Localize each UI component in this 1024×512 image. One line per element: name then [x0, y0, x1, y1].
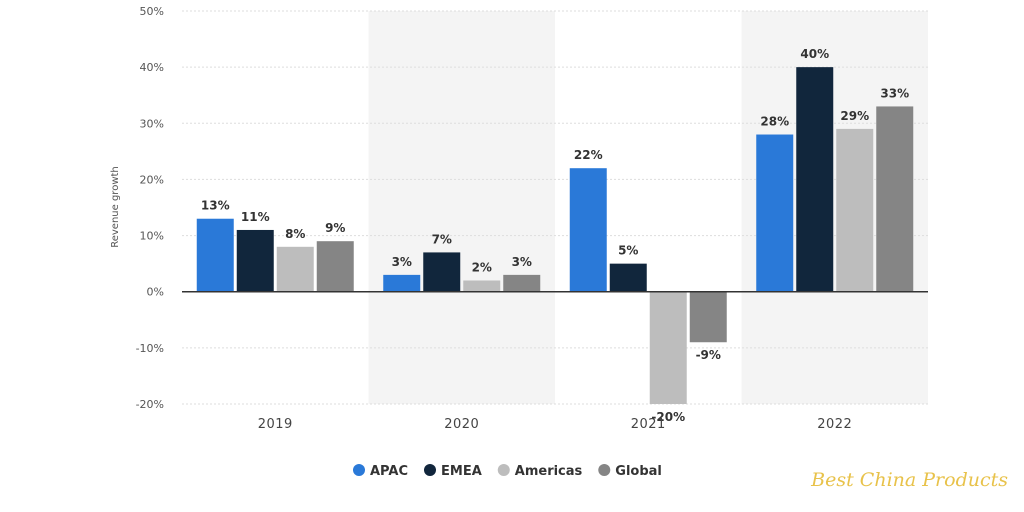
legend: APAC EMEA Americas Global [353, 464, 662, 479]
bar-emea-2019 [236, 229, 274, 292]
data-label: 33% [880, 86, 909, 100]
data-labels: 13% 11% 8% 9% 3% 7% 2% 3% 22% 5% -20% -9% 28% 40% 29% 3… [201, 47, 909, 424]
legend-marker-americas [497, 464, 510, 476]
data-label: 3% [512, 255, 532, 269]
y-axis: 50% 40% 30% 20% 10% 0% -10% -20% [136, 5, 164, 411]
bar-emea-2022 [796, 67, 834, 292]
x-tick-label: 2021 [631, 417, 666, 432]
bar-americas-2020 [463, 280, 501, 292]
bar-global-2019 [316, 241, 354, 292]
bar-emea-2021 [609, 263, 647, 292]
y-tick-label: 40% [140, 61, 164, 74]
bar-global-2020 [503, 274, 541, 292]
data-label: 7% [432, 232, 452, 246]
data-label: 11% [241, 210, 270, 224]
data-label: -9% [696, 348, 721, 362]
y-axis-label: Revenue growth [110, 166, 121, 248]
data-label: -20% [651, 410, 685, 424]
x-axis: 2019 2020 2021 2022 [258, 417, 852, 432]
y-tick-label: 50% [140, 5, 164, 18]
data-label: 8% [285, 227, 305, 241]
legend-label-americas: Americas [515, 464, 583, 479]
legend-label-apac: APAC [370, 464, 408, 479]
legend-label-emea: EMEA [441, 464, 482, 479]
legend-marker-global [598, 464, 611, 476]
bar-global-2021 [689, 291, 727, 343]
y-tick-label: -20% [136, 398, 164, 411]
bar-apac-2019 [196, 218, 234, 292]
x-tick-label: 2019 [258, 417, 293, 432]
bar-apac-2021 [569, 168, 607, 292]
data-label: 9% [325, 221, 345, 235]
bar-americas-2021 [649, 291, 687, 404]
bars [196, 67, 914, 404]
y-tick-label: -10% [136, 342, 164, 355]
bar-americas-2022 [836, 128, 874, 292]
x-tick-label: 2022 [817, 417, 852, 432]
bar-apac-2020 [383, 274, 421, 292]
bar-emea-2020 [423, 252, 461, 292]
data-label: 28% [760, 115, 789, 129]
y-tick-label: 0% [147, 286, 164, 299]
data-label: 29% [840, 109, 869, 123]
y-tick-label: 10% [140, 230, 164, 243]
legend-marker-apac [353, 464, 365, 476]
legend-label-global: Global [615, 464, 662, 479]
data-label: 22% [574, 148, 603, 162]
bar-apac-2022 [756, 134, 794, 292]
data-label: 13% [201, 199, 230, 213]
data-label: 5% [618, 244, 638, 258]
data-label: 40% [800, 47, 829, 61]
data-label: 2% [472, 260, 492, 274]
data-label: 3% [392, 255, 412, 269]
y-tick-label: 20% [140, 173, 164, 186]
legend-marker-emea [424, 464, 436, 476]
x-tick-label: 2020 [444, 417, 479, 432]
bar-americas-2019 [276, 246, 314, 292]
background-band [368, 11, 555, 404]
bar-global-2022 [876, 106, 914, 292]
y-tick-label: 30% [140, 117, 164, 130]
watermark: Best China Products [810, 469, 1008, 491]
